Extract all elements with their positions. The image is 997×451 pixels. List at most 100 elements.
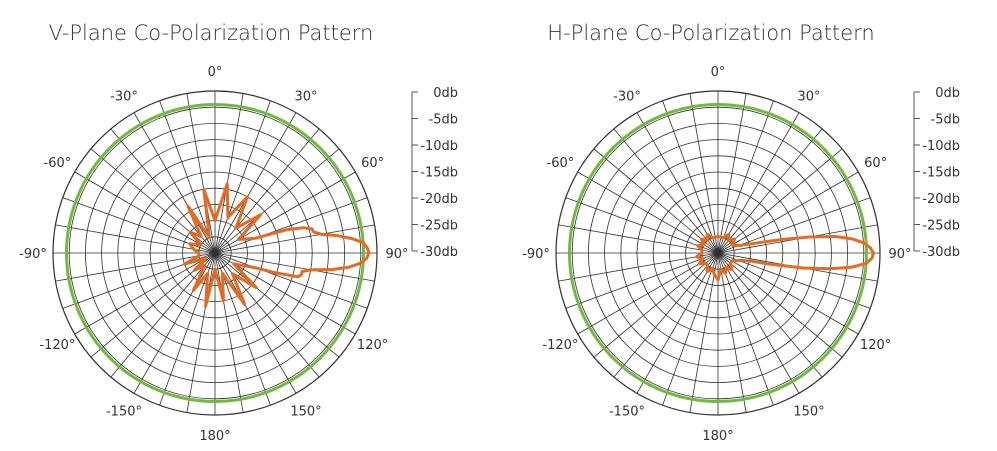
h-plane-scale-label: -10db — [922, 139, 960, 154]
v-plane-grid-spoke — [214, 100, 271, 254]
h-plane-reference-ring — [568, 103, 868, 403]
v-plane-grid-spoke — [214, 252, 368, 309]
v-plane-scale-label: -5db — [429, 113, 458, 128]
v-plane-grid-spoke — [55, 252, 216, 282]
v-plane-grid-spoke — [74, 252, 216, 335]
v-plane-grid-spoke — [214, 252, 340, 358]
v-plane-scale-label: -10db — [420, 139, 458, 154]
h-plane-grid-spoke — [717, 100, 774, 254]
h-plane-grid-spoke — [593, 148, 719, 254]
h-plane-angle-label: 120° — [860, 338, 891, 353]
v-plane-pattern-line — [183, 182, 371, 308]
v-plane-angle-label: 90° — [385, 247, 408, 262]
v-plane-angle-label: 0° — [208, 65, 223, 80]
v-plane-scale-label: -20db — [420, 192, 458, 207]
h-plane-title: H-Plane Co-Polarization Pattern — [547, 21, 874, 45]
h-plane-angle-label: 60° — [864, 156, 887, 171]
v-plane-grid-spoke — [214, 252, 297, 394]
v-plane-scale-label: -25db — [420, 219, 458, 234]
h-plane-grid-spoke — [593, 252, 719, 358]
h-plane-angle-label: -30° — [613, 89, 641, 104]
h-plane-grid-spoke — [689, 93, 719, 254]
v-plane-grid-spoke — [133, 252, 216, 394]
h-plane-grid-spoke — [558, 252, 719, 282]
v-plane-grid-spoke — [186, 93, 216, 254]
h-plane-grid-spoke — [717, 252, 871, 309]
v-plane-angle-labels: 0° 30° 60° 90° 120° 150° 180° -150° -120° -90° -60… — [19, 65, 408, 444]
v-plane-grid-spoke — [74, 171, 216, 254]
h-plane-grid-spoke — [577, 252, 719, 335]
h-plane-pattern — [695, 232, 876, 282]
v-plane-angle-label: 30° — [294, 89, 317, 104]
v-plane-grid-spoke — [214, 128, 320, 254]
v-plane-angle-label: 60° — [361, 156, 384, 171]
h-plane-grid-spoke — [577, 171, 719, 254]
h-plane-grid-spoke — [717, 252, 843, 358]
v-plane-angle-label: -60° — [44, 156, 72, 171]
v-plane-grid-spoke — [214, 252, 244, 413]
v-plane-grid-spoke — [110, 252, 216, 378]
h-plane-angle-label: -60° — [547, 156, 575, 171]
h-plane-grid-spoke — [717, 252, 774, 406]
v-plane-grid-spoke — [214, 93, 244, 254]
h-plane-grid-spoke — [565, 252, 719, 309]
v-plane-title: V-Plane Co-Polarization Pattern — [49, 21, 374, 45]
h-plane-grid-spoke — [717, 252, 747, 413]
h-plane-grid-spoke — [717, 112, 800, 254]
h-plane-grid-spoke — [662, 252, 719, 406]
h-plane-scale-label: -5db — [931, 113, 960, 128]
h-plane-angle-label: -90° — [522, 247, 550, 262]
v-plane-grid-spoke — [55, 224, 216, 254]
h-plane-scale-label: -20db — [922, 192, 960, 207]
v-plane-grid-spoke — [214, 252, 356, 335]
v-plane-grid-spoke — [214, 252, 375, 282]
v-plane-angle-label: 180° — [199, 429, 230, 444]
h-plane-grid-spoke — [689, 252, 719, 413]
v-plane-chart: V-Plane Co-Polarization Pattern 0° 30° 60°… — [19, 21, 458, 444]
v-plane-grid-spoke — [110, 128, 216, 254]
v-plane-grid-spoke — [214, 148, 340, 254]
h-plane-grid-spoke — [636, 252, 719, 394]
v-plane-grid-spoke — [214, 112, 297, 254]
h-plane-angle-label: 180° — [702, 429, 733, 444]
v-plane-grid-spoke — [214, 224, 375, 254]
v-plane-scale-label: 0db — [433, 86, 458, 101]
h-plane-angle-label: 150° — [793, 405, 824, 420]
v-plane-grid — [52, 90, 378, 416]
h-plane-grid-spoke — [717, 128, 823, 254]
h-plane-grid-spoke — [717, 252, 823, 378]
v-plane-grid-spoke — [186, 252, 216, 413]
v-plane-pattern — [183, 182, 371, 308]
h-plane-angle-label: -120° — [542, 338, 578, 353]
v-plane-angle-label: 150° — [290, 405, 321, 420]
v-plane-reference-circle — [65, 103, 365, 403]
h-plane-angle-labels: 0° 30° 60° 90° 120° 150° 180° -150° -120° -90° -60… — [522, 65, 911, 444]
h-plane-grid-spoke — [565, 197, 719, 254]
v-plane-scale-label: -15db — [420, 166, 458, 181]
v-plane-angle-label: -30° — [110, 89, 138, 104]
h-plane-grid-spoke — [717, 171, 859, 254]
h-plane-pattern-line — [695, 232, 876, 282]
h-plane-grid-spoke — [613, 252, 719, 378]
h-plane-db-scale: 0db -5db -10db -15db -20db -25db -30db — [913, 86, 960, 260]
h-plane-angle-label: -150° — [609, 405, 645, 420]
h-plane-reference-circle — [568, 103, 868, 403]
v-plane-angle-label: 120° — [357, 338, 388, 353]
h-plane-grid-spoke — [613, 128, 719, 254]
h-plane-scale-label: -15db — [922, 166, 960, 181]
v-plane-scale-label: -30db — [420, 245, 458, 260]
h-plane-angle-label: 0° — [711, 65, 726, 80]
h-plane-grid-spoke — [662, 100, 719, 254]
h-plane-grid-spoke — [636, 112, 719, 254]
v-plane-angle-label: -120° — [39, 338, 75, 353]
h-plane-grid-spoke — [717, 252, 800, 394]
h-plane-scale-label: -30db — [922, 245, 960, 260]
v-plane-angle-label: -150° — [106, 405, 142, 420]
h-plane-angle-label: 30° — [797, 89, 820, 104]
h-plane-grid-spoke — [558, 224, 719, 254]
v-plane-db-scale: 0db -5db -10db -15db -20db -25db -30db — [411, 86, 458, 260]
v-plane-grid-spoke — [214, 197, 368, 254]
v-plane-angle-label: -90° — [19, 247, 47, 262]
h-plane-grid-spoke — [717, 93, 747, 254]
h-plane-grid — [555, 90, 881, 416]
